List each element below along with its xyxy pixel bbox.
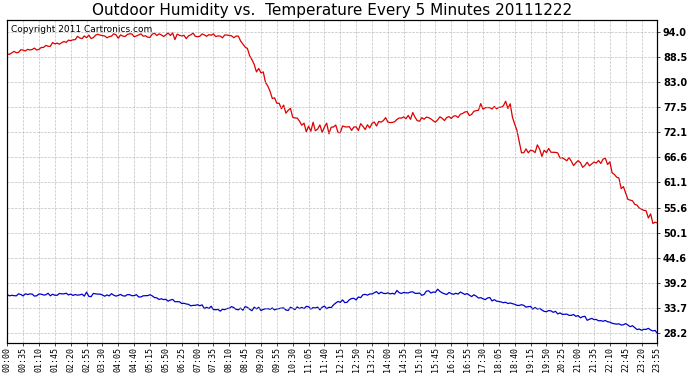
Title: Outdoor Humidity vs.  Temperature Every 5 Minutes 20111222: Outdoor Humidity vs. Temperature Every 5… xyxy=(92,3,573,18)
Text: Copyright 2011 Cartronics.com: Copyright 2011 Cartronics.com xyxy=(10,25,152,34)
